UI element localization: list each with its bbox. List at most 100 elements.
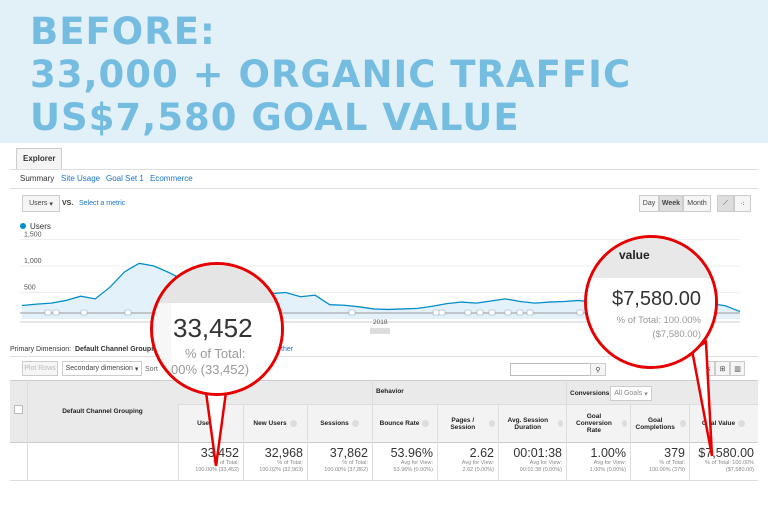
- metric-select-label: Users: [29, 200, 48, 207]
- subtab-ecommerce[interactable]: Ecommerce: [150, 174, 193, 183]
- help-icon: [488, 420, 495, 427]
- total-sub2: 100.00% (37,862): [324, 467, 368, 473]
- headline-line-3: US$7,580 GOAL VALUE: [30, 96, 520, 139]
- plot-rows-button[interactable]: Plot Rows: [22, 361, 58, 376]
- other-link[interactable]: ther: [281, 346, 294, 353]
- total-value: 32,968: [264, 446, 303, 460]
- column-header[interactable]: Pages / Session: [437, 405, 498, 442]
- total-sub2: 00:01:38 (0.00%): [519, 467, 562, 473]
- headline-banner: BEFORE: 33,000 + ORGANIC TRAFFIC US$7,58…: [0, 0, 768, 143]
- column-header-label: Goal Completions: [635, 416, 675, 431]
- total-sub2: 1.00% (0.00%): [589, 467, 626, 473]
- month-button[interactable]: Month: [683, 195, 711, 212]
- totals-cell: 37,862% of Total: 100.00% (37,862): [307, 446, 372, 474]
- total-sub1: % of Total:: [277, 460, 303, 466]
- annotation-marker[interactable]: [124, 309, 132, 316]
- subtab-goal-set-1[interactable]: Goal Set 1: [106, 174, 144, 183]
- chart-legend: Users: [20, 222, 51, 231]
- annotation-marker[interactable]: [526, 309, 534, 316]
- total-sub1: Avg for View:: [593, 460, 626, 466]
- motion-chart-icon[interactable]: ⁖: [734, 195, 751, 212]
- line-chart-icon[interactable]: ⟋: [717, 195, 734, 212]
- pivot-view-icon[interactable]: ⊞: [715, 361, 730, 376]
- subtab-summary[interactable]: Summary: [20, 174, 55, 183]
- totals-cell: 32,968% of Total: 100.02% (32,963): [243, 446, 307, 474]
- day-button[interactable]: Day: [639, 195, 659, 212]
- users-callout: 33,452 % of Total: 00% (33,452): [150, 262, 284, 396]
- help-icon: [351, 420, 359, 427]
- behavior-group-header: Behavior: [376, 387, 404, 395]
- callout-goal-line2: ($7,580.00): [652, 329, 701, 340]
- annotation-marker[interactable]: [504, 309, 512, 316]
- secondary-dimension-label: Secondary dimension: [65, 365, 133, 372]
- column-header[interactable]: Bounce Rate: [372, 405, 437, 442]
- total-value: 37,862: [329, 446, 368, 460]
- annotation-marker[interactable]: [44, 309, 52, 316]
- column-header-label: Avg. Session Duration: [507, 416, 549, 431]
- legend-label: Users: [30, 222, 51, 231]
- annotation-marker[interactable]: [464, 309, 472, 316]
- annotation-toggle[interactable]: [370, 328, 390, 334]
- annotation-marker[interactable]: [488, 309, 496, 316]
- totals-cell: 1.00% Avg for View: 1.00% (0.00%): [566, 446, 630, 474]
- column-header[interactable]: Goal Completions: [630, 405, 689, 442]
- y-tick-label: 1,000: [24, 258, 42, 265]
- table-view-icon[interactable]: ▥: [730, 361, 745, 376]
- column-header[interactable]: Avg. Session Duration: [498, 405, 566, 442]
- headline-line-1: BEFORE:: [30, 10, 216, 53]
- help-icon: [738, 420, 746, 427]
- select-metric-link[interactable]: Select a metric: [79, 200, 126, 207]
- column-header-label: Users: [197, 420, 216, 427]
- primary-dimension-value[interactable]: Default Channel Grouping: [74, 346, 162, 353]
- dimension-header[interactable]: Default Channel Grouping: [62, 407, 143, 415]
- total-sub1: % of Total:: [342, 460, 368, 466]
- column-header[interactable]: Goal Conversion Rate: [566, 405, 630, 442]
- legend-dot-icon: [20, 223, 26, 229]
- total-sub1: Avg for View:: [529, 460, 562, 466]
- annotation-marker[interactable]: [348, 309, 356, 316]
- totals-cell: 33,452% of Total: 100.00% (33,452): [178, 446, 243, 474]
- total-sub2: ($7,580.00): [725, 467, 754, 473]
- sort-label: Sort: [145, 366, 158, 373]
- total-sub2: 100.00% (379): [648, 467, 685, 473]
- callout-goal-value: $7,580.00: [612, 288, 701, 310]
- annotation-marker[interactable]: [80, 309, 88, 316]
- goals-select-label: All Goals: [614, 390, 643, 397]
- column-header[interactable]: New Users: [243, 405, 307, 442]
- annotation-marker[interactable]: [438, 309, 446, 316]
- total-sub2: 100.00% (33,452): [195, 467, 239, 473]
- column-header-label: Goal Value: [701, 420, 736, 427]
- totals-cell: 00:01:38 Avg for View: 00:01:38 (0.00%): [498, 446, 566, 474]
- column-header-label: Pages / Session: [450, 416, 476, 431]
- y-tick-label: 1,500: [24, 232, 42, 239]
- primary-dimension-label: Primary Dimension:: [10, 346, 72, 353]
- callout-users-value: 33,452: [173, 313, 253, 343]
- help-icon: [680, 420, 686, 427]
- total-sub1: % of Total:: [659, 460, 685, 466]
- goals-select[interactable]: All Goals ▾: [610, 386, 652, 401]
- column-header[interactable]: Sessions: [307, 405, 372, 442]
- annotation-marker[interactable]: [52, 309, 60, 316]
- metric-select[interactable]: Users ▾: [22, 195, 60, 212]
- x-axis-label: 2018: [373, 319, 388, 326]
- annotation-marker[interactable]: [576, 309, 584, 316]
- annotation-marker[interactable]: [516, 309, 524, 316]
- total-value: 53.96%: [390, 446, 433, 460]
- annotation-marker[interactable]: [476, 309, 484, 316]
- tab-explorer[interactable]: Explorer: [16, 148, 63, 169]
- callout-users-line1: % of Total:: [185, 346, 246, 361]
- vs-label: VS.: [62, 200, 74, 207]
- column-header-label: Goal Conversion Rate: [576, 413, 612, 434]
- primary-dimension: Primary Dimension: Default Channel Group…: [10, 346, 162, 353]
- y-tick-label: 500: [24, 285, 36, 292]
- total-sub2: 53.96% (0.00%): [393, 467, 433, 473]
- total-sub2: 2.62 (0.00%): [462, 467, 495, 473]
- subtab-site-usage[interactable]: Site Usage: [61, 174, 101, 183]
- conversions-group-header: Conversions: [570, 389, 610, 397]
- secondary-dimension-select[interactable]: Secondary dimension ▾: [62, 361, 142, 376]
- help-icon: [621, 420, 627, 427]
- column-header[interactable]: Goal Value: [689, 405, 758, 442]
- total-sub1: % of Total:: [213, 460, 239, 466]
- week-button[interactable]: Week: [659, 195, 683, 212]
- select-all-checkbox[interactable]: [14, 405, 23, 414]
